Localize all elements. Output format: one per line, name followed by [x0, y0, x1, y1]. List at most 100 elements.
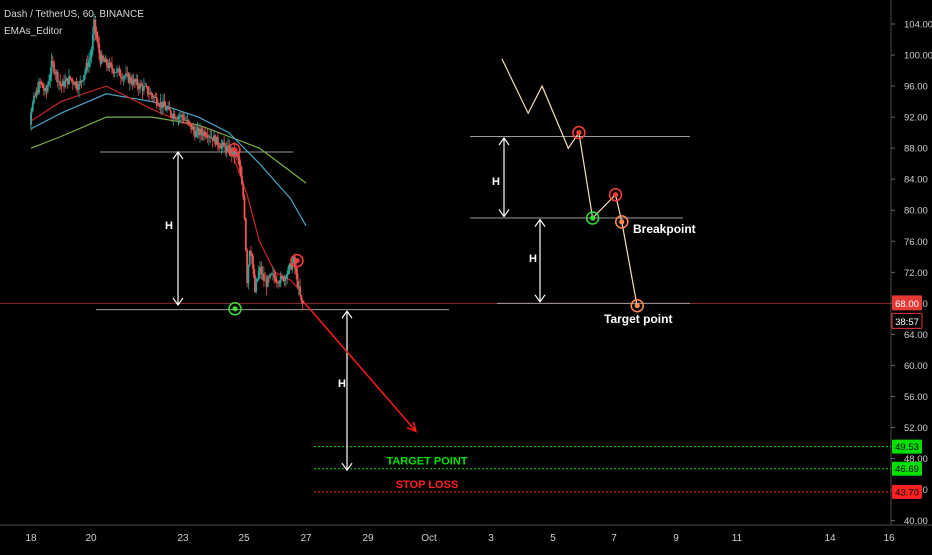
candle-body — [58, 81, 60, 83]
candle-body — [190, 123, 193, 130]
candle-body — [49, 73, 52, 81]
candle — [71, 77, 74, 90]
candle-body — [130, 77, 133, 83]
candle-body — [230, 148, 233, 155]
candle — [195, 124, 198, 138]
candle — [64, 73, 67, 89]
candle-body — [136, 79, 139, 86]
candle-body — [186, 120, 189, 122]
candle-body — [174, 118, 177, 119]
candle-body — [211, 137, 214, 142]
candle-body — [31, 102, 34, 111]
candle — [97, 31, 99, 48]
candle-body — [76, 87, 79, 90]
candle — [159, 93, 162, 114]
candle — [288, 262, 291, 274]
candle — [174, 116, 177, 122]
candle — [63, 74, 65, 93]
candle-body — [252, 263, 255, 275]
candle-body — [98, 43, 101, 54]
candle — [39, 78, 42, 89]
candle-body — [70, 78, 73, 80]
candle — [95, 26, 98, 42]
candle-body — [270, 273, 273, 275]
marker-dot — [619, 219, 625, 225]
candle — [190, 123, 193, 134]
candle — [120, 69, 122, 85]
candle — [66, 78, 69, 89]
candle — [222, 139, 224, 153]
candle — [122, 75, 125, 86]
y-tick-label: 88.00 — [904, 144, 928, 155]
candle-body — [183, 119, 186, 121]
candle-body — [274, 277, 277, 282]
indicator-label[interactable]: EMAs_Editor — [4, 26, 63, 37]
candle-body — [200, 128, 203, 134]
y-tick-label: 96.00 — [904, 82, 928, 93]
candle-body — [54, 72, 57, 74]
x-tick-label: 29 — [362, 533, 374, 544]
y-tick-label: 80.00 — [904, 206, 928, 217]
measure-arrow-head-top — [534, 218, 546, 227]
candle — [181, 112, 184, 124]
marker-ring — [290, 253, 304, 268]
level-price-tag — [892, 461, 922, 476]
candle-body — [290, 263, 292, 270]
candle — [99, 50, 102, 68]
x-tick-label: 3 — [488, 533, 494, 544]
candle — [214, 133, 217, 148]
candle — [186, 114, 189, 123]
candle — [169, 109, 172, 119]
candle-body — [227, 145, 229, 147]
candle-body — [66, 78, 69, 85]
candle — [239, 160, 242, 176]
marker-orange — [615, 215, 629, 229]
candle — [199, 122, 201, 143]
candle-body — [63, 80, 65, 87]
candle — [208, 134, 210, 146]
candle-body — [257, 271, 260, 279]
candle-body — [277, 281, 279, 284]
candle — [145, 82, 148, 89]
marker-dot — [294, 258, 300, 264]
candle — [36, 82, 39, 95]
candle — [259, 260, 261, 279]
candle-body — [140, 83, 143, 86]
candle-body — [121, 77, 124, 80]
candle-body — [235, 152, 238, 154]
x-tick-label: 18 — [25, 533, 37, 544]
candle-body — [99, 53, 102, 64]
y-tick-label: 48.00 — [904, 454, 928, 465]
candle — [183, 112, 186, 121]
candle-body — [220, 144, 223, 149]
candle — [201, 126, 204, 141]
candle — [268, 274, 270, 283]
candle — [166, 105, 168, 113]
candle-body — [163, 101, 166, 107]
candle-body — [145, 85, 148, 87]
candle — [121, 72, 124, 82]
candle — [54, 69, 57, 80]
candle-body — [122, 77, 125, 80]
candle — [86, 55, 89, 73]
candle-body — [209, 136, 212, 138]
candle-body — [283, 276, 286, 281]
candle-body — [117, 68, 120, 70]
y-tick-label: 64.00 — [904, 330, 928, 341]
y-tick-label: 72.00 — [904, 268, 928, 279]
level-price-label: 43.70 — [895, 487, 919, 498]
y-tick-label: 60.00 — [904, 361, 928, 372]
candle-body — [38, 81, 40, 93]
candle — [56, 69, 59, 88]
measure-arrow-head-bottom — [341, 462, 353, 472]
x-tick-label: 9 — [673, 533, 679, 544]
measure-label: H — [529, 253, 537, 265]
candle-body — [250, 250, 252, 254]
candle — [215, 136, 218, 145]
candle — [158, 103, 161, 110]
candle-body — [131, 82, 134, 85]
candle-body — [295, 268, 298, 274]
candle — [278, 280, 281, 288]
